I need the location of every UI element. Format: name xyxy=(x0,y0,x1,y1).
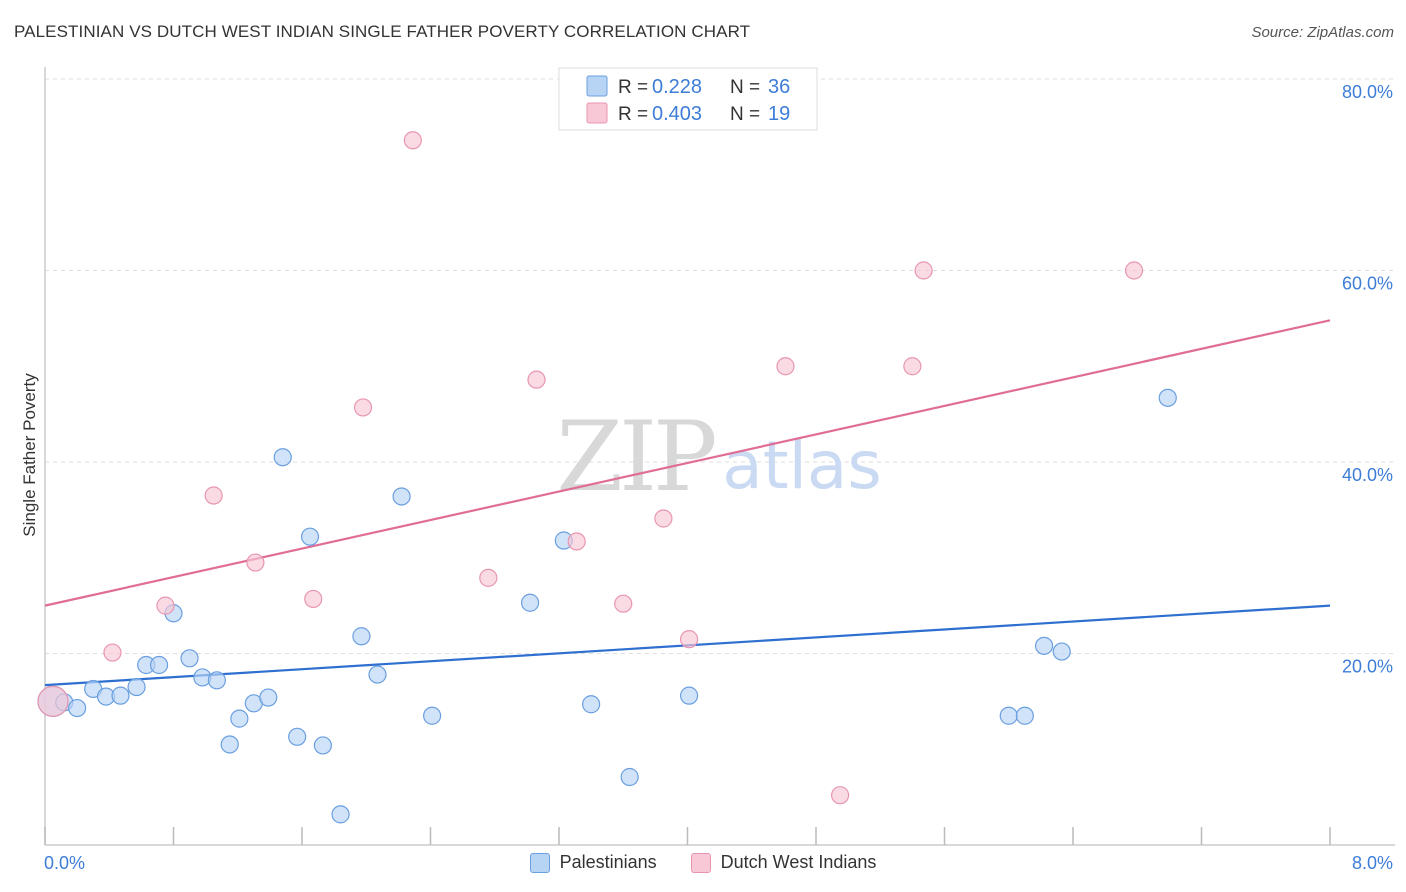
point-blue-26 xyxy=(520,593,540,612)
point-pink-9 xyxy=(527,370,546,389)
legend-n-value-1: 19 xyxy=(768,103,790,125)
y-tick-label-0: 20.0% xyxy=(1342,657,1393,677)
legend-r-label-1: R = xyxy=(618,104,648,125)
point-blue-21 xyxy=(331,805,350,824)
watermark-zip: ZIP xyxy=(556,401,715,513)
point-blue-32 xyxy=(1015,706,1034,725)
legend-swatch-pink xyxy=(690,852,711,873)
legend-r-value-0: 0.228 xyxy=(652,76,702,98)
point-pink-6 xyxy=(353,398,373,417)
point-blue-29 xyxy=(620,767,639,787)
point-pink-0 xyxy=(37,685,69,717)
watermark: ZIP atlas xyxy=(556,401,881,513)
point-blue-23 xyxy=(368,665,387,684)
point-blue-16 xyxy=(259,688,278,707)
point-blue-6 xyxy=(127,677,146,697)
point-blue-10 xyxy=(180,649,199,668)
point-blue-34 xyxy=(1052,642,1071,661)
point-pink-15 xyxy=(830,786,850,805)
point-blue-20 xyxy=(313,736,332,755)
point-blue-28 xyxy=(582,695,601,714)
y-tick-label-3: 80.0% xyxy=(1342,82,1393,102)
point-blue-13 xyxy=(220,735,239,754)
point-blue-24 xyxy=(392,487,411,506)
point-blue-31 xyxy=(999,706,1018,725)
legend-r-value-1: 0.403 xyxy=(652,103,702,125)
point-blue-2 xyxy=(68,698,87,718)
legend-swatch-0 xyxy=(586,75,608,97)
point-blue-12 xyxy=(207,671,226,690)
point-blue-8 xyxy=(149,655,169,675)
grid-lines xyxy=(45,78,1395,654)
watermark-atlas: atlas xyxy=(722,427,882,504)
point-pink-3 xyxy=(204,486,223,505)
point-pink-8 xyxy=(479,568,498,587)
point-blue-25 xyxy=(423,706,442,725)
chart-title: PALESTINIAN VS DUTCH WEST INDIAN SINGLE … xyxy=(14,22,751,41)
legend-n-label-0: N = xyxy=(730,77,760,98)
legend-r-label-0: R = xyxy=(618,77,648,98)
point-blue-30 xyxy=(680,686,699,705)
point-blue-22 xyxy=(352,627,371,646)
series-legend: Palestinians Dutch West Indians xyxy=(0,852,1406,873)
stats-legend: R = 0.228 N = 36 R = 0.403 N = 19 xyxy=(558,67,818,131)
point-pink-4 xyxy=(246,553,265,572)
legend-item-dutch-west-indians: Dutch West Indians xyxy=(690,852,877,873)
point-pink-14 xyxy=(776,357,795,376)
legend-label-palestinians: Palestinians xyxy=(559,852,657,872)
legend-n-value-0: 36 xyxy=(768,76,790,98)
point-blue-19 xyxy=(300,527,320,546)
axes xyxy=(44,67,1395,846)
point-blue-5 xyxy=(111,686,130,705)
point-pink-10 xyxy=(567,532,586,551)
point-pink-7 xyxy=(403,131,422,150)
point-pink-11 xyxy=(614,594,633,613)
legend-n-label-1: N = xyxy=(730,104,760,125)
x-tick-label-0: 0.0% xyxy=(44,853,85,873)
point-pink-1 xyxy=(103,643,122,662)
point-pink-18 xyxy=(1124,261,1144,280)
point-pink-2 xyxy=(156,596,175,615)
y-tick-label-1: 40.0% xyxy=(1342,465,1393,485)
point-pink-16 xyxy=(903,357,922,376)
legend-swatch-blue xyxy=(529,852,550,873)
data-points xyxy=(37,131,1177,824)
y-tick-label-2: 60.0% xyxy=(1342,274,1393,294)
point-blue-33 xyxy=(1034,636,1054,655)
trend-line-pink xyxy=(44,319,1331,607)
point-blue-17 xyxy=(273,448,292,467)
point-blue-18 xyxy=(288,727,307,746)
point-blue-35 xyxy=(1158,388,1177,407)
point-pink-12 xyxy=(654,509,673,528)
point-blue-14 xyxy=(230,709,249,728)
x-tick-label-1: 8.0% xyxy=(1352,853,1393,873)
point-pink-5 xyxy=(304,589,323,609)
point-pink-13 xyxy=(680,630,699,649)
tick-labels: 20.0% 40.0% 60.0% 80.0% 0.0% 8.0% xyxy=(44,82,1393,873)
legend-swatch-1 xyxy=(586,102,608,124)
legend-label-dutch-west-indians: Dutch West Indians xyxy=(720,852,877,872)
legend-item-palestinians: Palestinians xyxy=(529,852,657,873)
source-label: Source: ZipAtlas.com xyxy=(1251,24,1394,41)
point-pink-17 xyxy=(914,261,933,280)
